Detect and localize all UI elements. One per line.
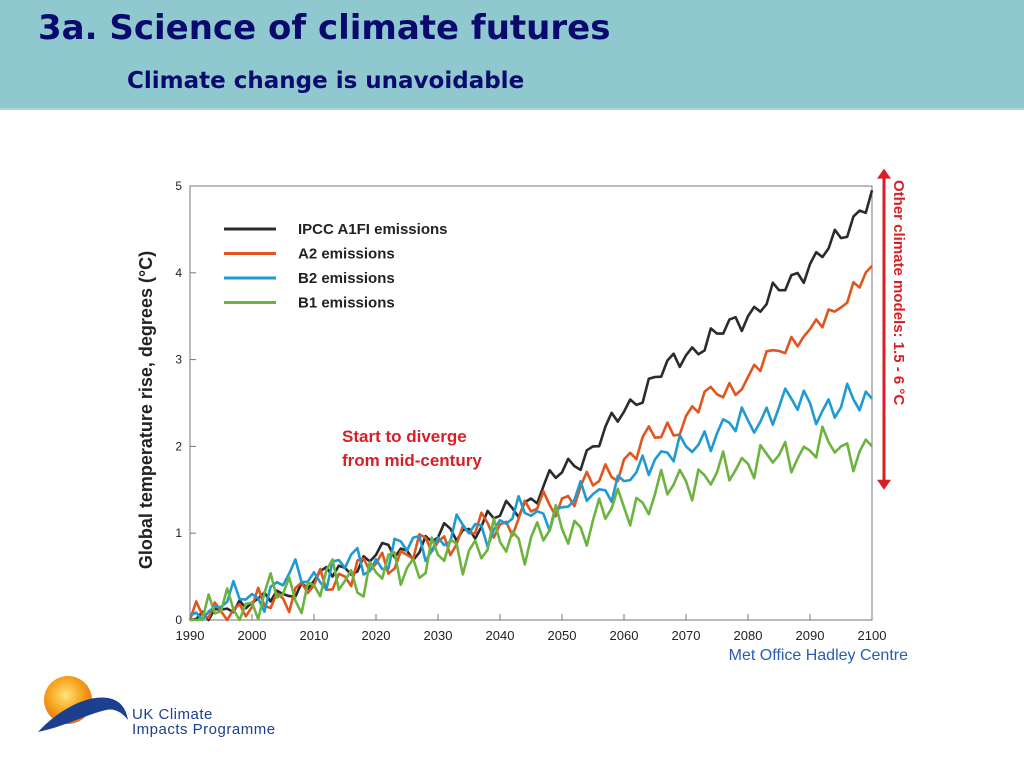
y-tick-label: 3 [175,353,182,367]
model-range-arrow [877,168,891,490]
series-layer [188,189,874,622]
x-tick-label: 2100 [858,628,887,643]
y-tick-label: 5 [175,179,182,193]
ukcip-logo-text: UK Climate Impacts Programme [132,707,276,737]
x-tick-label: 2010 [300,628,329,643]
x-tick-label: 2040 [486,628,515,643]
x-tick-label: 2020 [362,628,391,643]
x-tick-label: 2070 [672,628,701,643]
y-tick-label: 1 [175,526,182,540]
x-tick-label: 1990 [176,628,205,643]
temperature-rise-chart: 1990 2000 2010 2020 2030 2040 2050 2060 2070 2080… [136,168,908,664]
range-arrow-head-top [877,168,891,179]
y-tick-label: 0 [175,613,182,627]
series-line-a2-emissions [188,265,873,622]
y-tick-label: 2 [175,439,182,453]
x-tick-label: 2080 [734,628,763,643]
legend-label: B1 emissions [298,295,395,312]
ukcip-logo [38,676,128,732]
logo-line1: UK Climate [132,706,213,723]
other-models-annotation: Other climate models: 1.5 - 6 °C [890,180,907,405]
range-arrow-head-bottom [877,479,891,490]
x-tick-label: 2000 [238,628,267,643]
logo-line2: Impacts Programme [132,721,276,738]
chart-legend: IPCC A1FI emissions A2 emissions B2 emissi… [224,221,448,312]
x-tick-label: 2050 [548,628,577,643]
x-tick-label: 2030 [424,628,453,643]
series-line-b1-emissions [190,425,873,622]
chart-credit: Met Office Hadley Centre [729,647,908,664]
legend-label: B2 emissions [298,270,395,287]
legend-label: IPCC A1FI emissions [298,221,448,238]
plot-frame [189,185,873,621]
diverge-annotation-line2: from mid-century [342,451,482,470]
chart-axes: 1990 2000 2010 2020 2030 2040 2050 2060 2070 2080… [175,179,886,643]
y-axis-label: Global temperature rise, degrees (°C) [136,251,156,569]
header-divider [0,108,1024,110]
slide-title: 3a. Science of climate futures [38,8,611,48]
series-line-b2-emissions [189,382,873,622]
wave-icon [38,697,128,732]
y-tick-label: 4 [175,266,182,280]
series-line-ipcc-a1fi-emissions [189,189,874,622]
legend-label: A2 emissions [298,246,395,263]
slide-header [0,0,1024,108]
x-tick-label: 2060 [610,628,639,643]
x-tick-label: 2090 [796,628,825,643]
diverge-annotation-line1: Start to diverge [342,427,467,446]
slide-subtitle: Climate change is unavoidable [127,68,525,94]
